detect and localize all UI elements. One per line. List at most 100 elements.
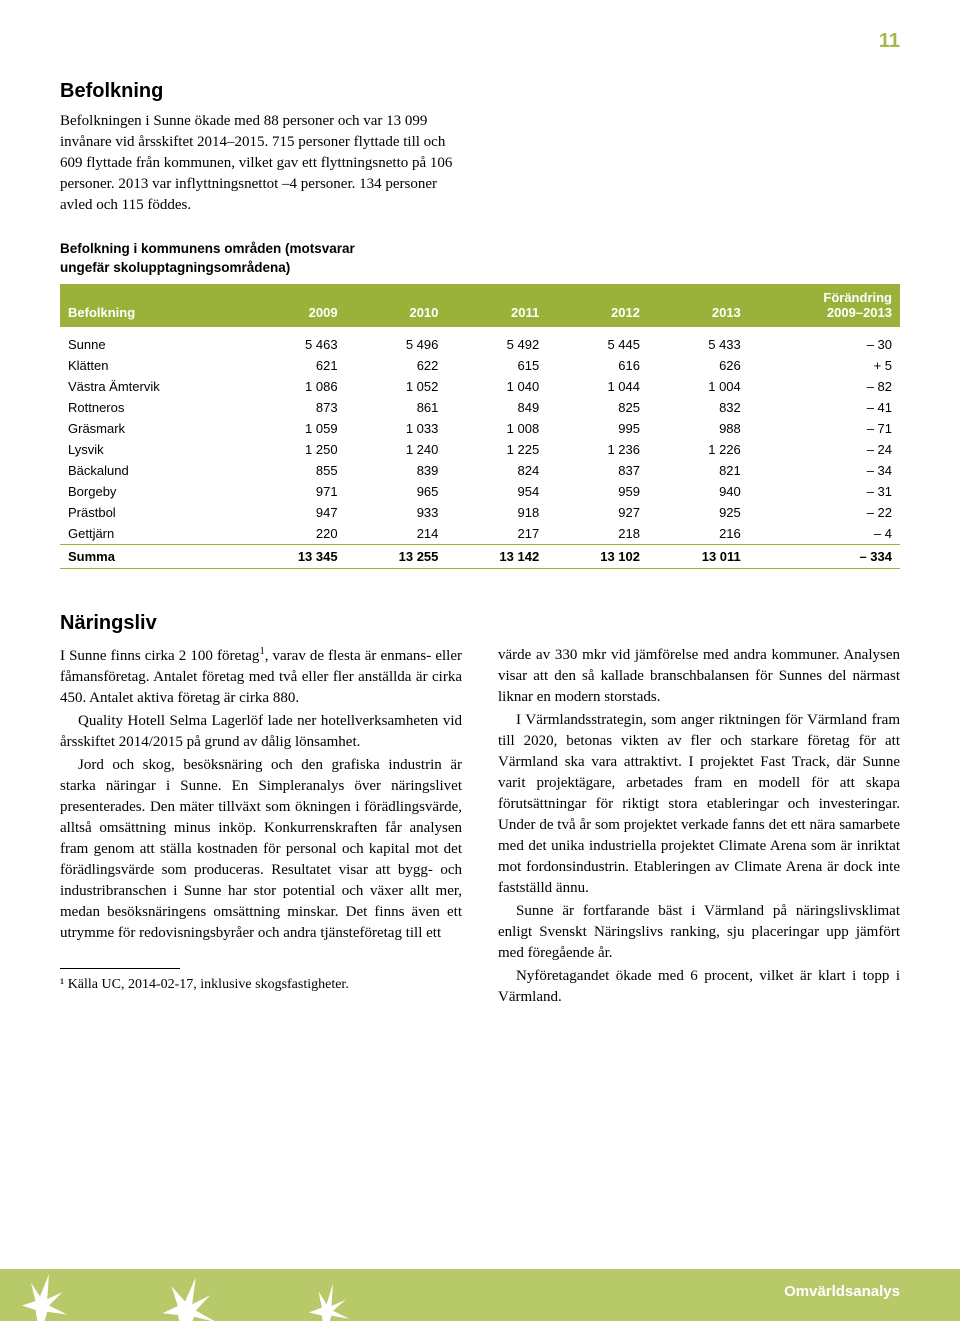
table-cell: 13 255 (346, 544, 447, 568)
table-cell: 837 (547, 460, 648, 481)
befolkning-intro: Befolkningen i Sunne ökade med 88 person… (60, 111, 460, 216)
table-cell: 1 250 (245, 439, 346, 460)
table-cell: 13 102 (547, 544, 648, 568)
paragraph: värde av 330 mkr vid jämförelse med andr… (498, 645, 900, 708)
table-row: Klätten621622615616626+ 5 (60, 355, 900, 376)
table-caption: Befolkning i kommunens områden (motsvara… (60, 240, 900, 278)
table-cell: 5 433 (648, 327, 749, 355)
table-cell: 971 (245, 481, 346, 502)
document-page: 11 Befolkning Befolkningen i Sunne ökade… (0, 0, 960, 1321)
paragraph: Jord och skog, besöksnäring och den graf… (60, 755, 462, 944)
table-cell: 832 (648, 397, 749, 418)
table-cell: 855 (245, 460, 346, 481)
table-cell: 5 445 (547, 327, 648, 355)
table-cell: Summa (60, 544, 245, 568)
table-cell: 1 236 (547, 439, 648, 460)
table-cell: – 41 (749, 397, 900, 418)
table-cell: Sunne (60, 327, 245, 355)
table-cell: 824 (446, 460, 547, 481)
population-table: Befolkning20092010201120122013Förändring… (60, 284, 900, 569)
table-cell: 218 (547, 523, 648, 545)
table-cell: Gettjärn (60, 523, 245, 545)
footer-section-label: Omvärldsanalys (784, 1283, 900, 1300)
table-cell: 933 (346, 502, 447, 523)
table-row: Sunne5 4635 4965 4925 4455 433– 30 (60, 327, 900, 355)
table-row: Borgeby971965954959940– 31 (60, 481, 900, 502)
table-cell: 220 (245, 523, 346, 545)
table-cell: 995 (547, 418, 648, 439)
column-right: värde av 330 mkr vid jämförelse med andr… (498, 609, 900, 1010)
table-row: Västra Ämtervik1 0861 0521 0401 0441 004… (60, 376, 900, 397)
table-cell: 927 (547, 502, 648, 523)
page-number: 11 (879, 30, 900, 53)
footnote-rule (60, 968, 180, 969)
table-cell: 214 (346, 523, 447, 545)
table-cell: 925 (648, 502, 749, 523)
table-caption-line2: ungefär skolupptagningsområdena) (60, 260, 290, 275)
table-cell: 988 (648, 418, 749, 439)
paragraph: Nyföretagandet ökade med 6 procent, vilk… (498, 966, 900, 1008)
table-cell: 959 (547, 481, 648, 502)
paragraph: I Värmlandsstrategin, som anger riktning… (498, 710, 900, 899)
table-cell: Lysvik (60, 439, 245, 460)
table-cell: 5 463 (245, 327, 346, 355)
decorative-leaves-icon (0, 1269, 100, 1321)
table-cell: 947 (245, 502, 346, 523)
table-cell: – 24 (749, 439, 900, 460)
table-cell: 5 492 (446, 327, 547, 355)
paragraph: Sunne är fortfarande bäst i Värmland på … (498, 901, 900, 964)
table-cell: 861 (346, 397, 447, 418)
table-cell: 1 004 (648, 376, 749, 397)
population-table-header-cell: 2011 (446, 284, 547, 327)
table-summary-row: Summa13 34513 25513 14213 10213 011– 334 (60, 544, 900, 568)
table-cell: + 5 (749, 355, 900, 376)
table-cell: 1 086 (245, 376, 346, 397)
table-cell: 621 (245, 355, 346, 376)
table-cell: 1 044 (547, 376, 648, 397)
table-cell: 616 (547, 355, 648, 376)
table-cell: 1 226 (648, 439, 749, 460)
table-row: Gräsmark1 0591 0331 008995988– 71 (60, 418, 900, 439)
population-table-header-cell: 2010 (346, 284, 447, 327)
table-cell: 849 (446, 397, 547, 418)
table-cell: 965 (346, 481, 447, 502)
table-cell: 1 240 (346, 439, 447, 460)
table-caption-line1: Befolkning i kommunens områden (motsvara… (60, 241, 355, 256)
column-left: Näringsliv I Sunne finns cirka 2 100 för… (60, 609, 462, 1010)
table-cell: 622 (346, 355, 447, 376)
population-table-header-cell: 2009 (245, 284, 346, 327)
footnote: ¹ Källa UC, 2014-02-17, inklusive skogsf… (60, 975, 462, 995)
table-cell: 1 052 (346, 376, 447, 397)
table-cell: Prästbol (60, 502, 245, 523)
table-cell: – 22 (749, 502, 900, 523)
table-cell: Gräsmark (60, 418, 245, 439)
table-cell: 873 (245, 397, 346, 418)
table-cell: 825 (547, 397, 648, 418)
paragraph: I Sunne finns cirka 2 100 företag1, vara… (60, 645, 462, 709)
table-cell: 5 496 (346, 327, 447, 355)
table-row: Gettjärn220214217218216– 4 (60, 523, 900, 545)
table-cell: 216 (648, 523, 749, 545)
table-cell: 918 (446, 502, 547, 523)
table-cell: 615 (446, 355, 547, 376)
table-cell: 1 033 (346, 418, 447, 439)
table-cell: – 334 (749, 544, 900, 568)
table-cell: – 34 (749, 460, 900, 481)
population-table-header-cell: Befolkning (60, 284, 245, 327)
table-cell: 839 (346, 460, 447, 481)
table-row: Rottneros873861849825832– 41 (60, 397, 900, 418)
table-cell: – 4 (749, 523, 900, 545)
table-cell: Västra Ämtervik (60, 376, 245, 397)
table-row: Lysvik1 2501 2401 2251 2361 226– 24 (60, 439, 900, 460)
paragraph: Quality Hotell Selma Lagerlöf lade ner h… (60, 711, 462, 753)
table-cell: 626 (648, 355, 749, 376)
table-cell: 1 040 (446, 376, 547, 397)
table-cell: 1 008 (446, 418, 547, 439)
table-row: Prästbol947933918927925– 22 (60, 502, 900, 523)
naringsliv-columns: Näringsliv I Sunne finns cirka 2 100 för… (60, 609, 900, 1010)
section-title-befolkning: Befolkning (60, 80, 900, 103)
table-cell: 1 059 (245, 418, 346, 439)
table-cell: – 71 (749, 418, 900, 439)
table-cell: 1 225 (446, 439, 547, 460)
population-table-header-cell: 2013 (648, 284, 749, 327)
